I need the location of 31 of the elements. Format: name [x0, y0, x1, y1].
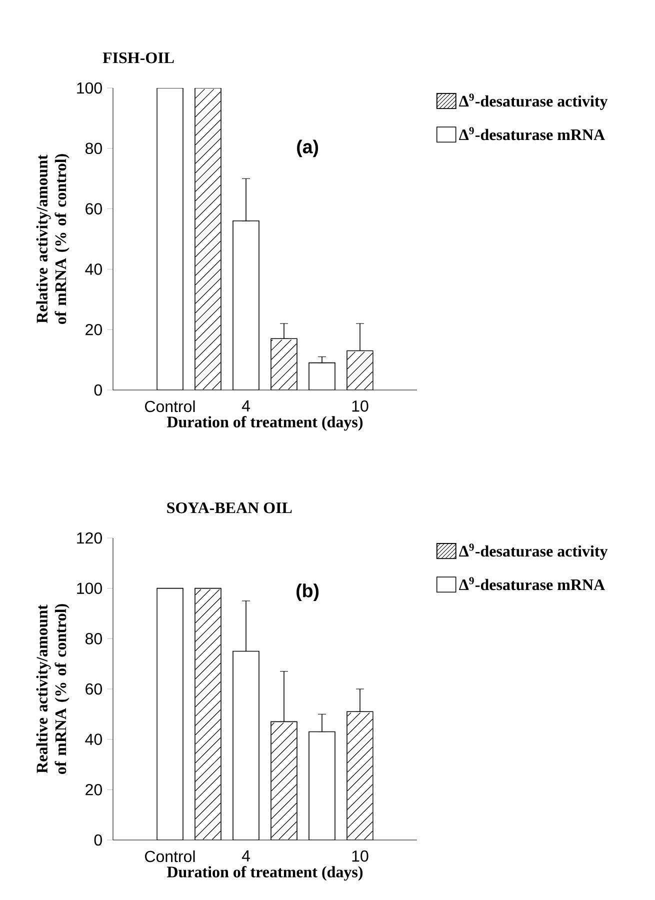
annotation: (b)	[296, 584, 319, 602]
x-tick-label: Control	[145, 400, 195, 412]
chart-title: FISH-OIL	[102, 52, 174, 64]
legend-label: Δ$^{9}$-desaturase activity	[459, 544, 608, 560]
y-axis-title: Relative activity/amount of mRNA (% of control)	[36, 154, 70, 324]
y-tick-label: 40	[85, 734, 102, 745]
y-tick-label: 100	[77, 582, 102, 594]
y-tick-label: 20	[86, 784, 102, 796]
y-tick-label: 60	[86, 683, 102, 695]
legend-label: Δ$^{9}$-desaturase mRNA	[459, 127, 605, 140]
chart-title: SOYA-BEAN OIL	[167, 502, 292, 514]
x-tick-label: 4	[242, 400, 250, 412]
y-tick-label: 80	[85, 633, 102, 644]
x-tick-label: 10	[352, 400, 368, 412]
y-tick-label: 20	[86, 324, 102, 336]
x-tick-label: 4	[242, 850, 250, 862]
annotation: (a)	[297, 140, 318, 158]
x-axis-title: Duration of treatment (days)	[166, 866, 363, 881]
y-tick-label: 40	[85, 264, 102, 275]
y-tick-label: 80	[85, 142, 102, 154]
x-tick-label: 10	[352, 850, 368, 862]
x-tick-label: Control	[145, 850, 195, 862]
legend-label: Δ$^{9}$-desaturase activity	[459, 94, 608, 110]
x-axis-title: Duration of treatment (days)	[166, 416, 363, 431]
legend-label: Δ$^{9}$-desaturase mRNA	[459, 577, 605, 590]
y-tick-label: 0	[94, 834, 102, 846]
y-axis-title: Realtive activity/amount of mRNA (% of control)	[36, 604, 70, 774]
y-tick-label: 60	[86, 203, 102, 214]
y-tick-label: 100	[77, 82, 102, 94]
y-tick-label: 0	[94, 384, 102, 396]
y-tick-label: 120	[77, 532, 102, 544]
